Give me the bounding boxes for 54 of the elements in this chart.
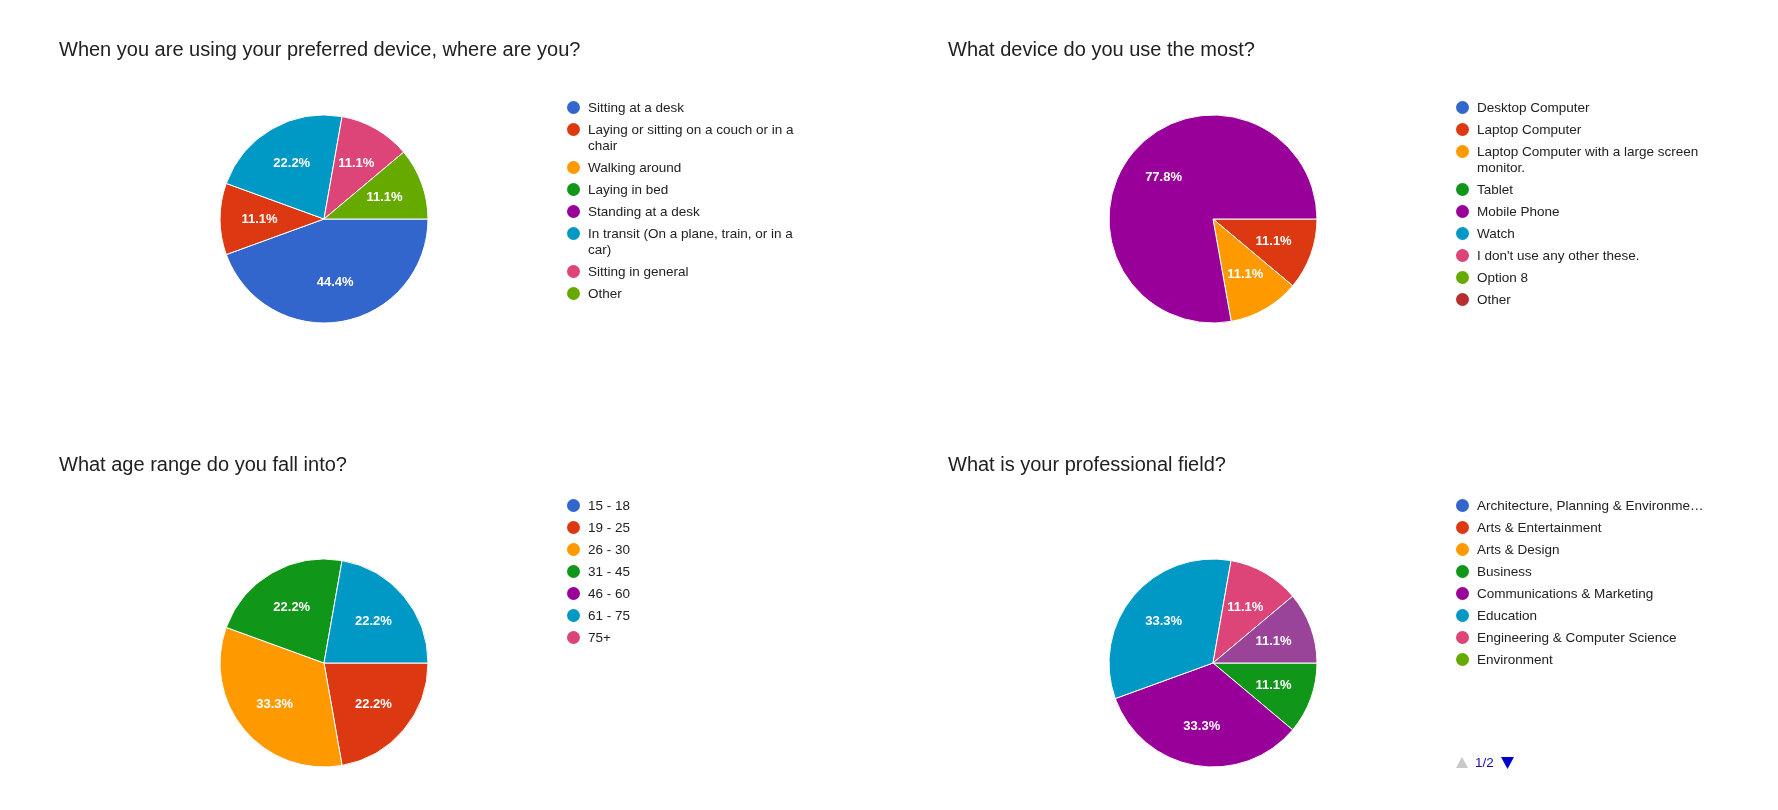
data-label: 33.3%: [1183, 718, 1221, 734]
chart-title: What is your professional field?: [948, 453, 1226, 476]
legend-label: 19 - 25: [588, 520, 631, 536]
legend-label: Sitting at a desk: [588, 100, 685, 116]
chart-title: When you are using your preferred device, where are you?: [59, 38, 581, 61]
legend-label: Laying in bed: [588, 182, 669, 198]
data-label: 22.2%: [273, 598, 311, 614]
legend-label: Other: [1477, 292, 1511, 308]
legend-label: Education: [1477, 608, 1538, 624]
legend-label: Laptop Computer with a large screen monitor.: [1477, 144, 1700, 176]
data-label: 11.1%: [1255, 676, 1293, 692]
legend-label: Environment: [1477, 652, 1553, 668]
data-label: 11.1%: [366, 188, 404, 204]
data-label: 11.1%: [1227, 598, 1264, 614]
legend-label: Business: [1477, 564, 1532, 580]
data-label: 33.3%: [256, 696, 294, 712]
legend-label: 61 - 75: [588, 608, 631, 624]
legend-label: 15 - 18: [588, 498, 631, 514]
legend-label: Standing at a desk: [588, 204, 700, 220]
data-label: 11.1%: [1255, 232, 1293, 248]
legend-label: Sitting in general: [588, 264, 689, 280]
legend-label: Laptop Computer: [1477, 122, 1582, 138]
legend-label: Arts & Entertainment: [1477, 520, 1602, 536]
legend-label: Desktop Computer: [1477, 100, 1590, 116]
legend-label: 75+: [588, 630, 611, 646]
legend-label: Mobile Phone: [1477, 204, 1560, 220]
legend-label: Other: [588, 286, 622, 302]
chart-title: What device do you use the most?: [948, 38, 1255, 61]
data-label: 77.8%: [1145, 169, 1183, 185]
legend-label: 46 - 60: [588, 586, 631, 602]
legend-label: Arts & Design: [1477, 542, 1560, 558]
data-label: 22.2%: [273, 154, 311, 170]
data-label: 22.2%: [354, 613, 393, 629]
data-label: 11.1%: [338, 154, 375, 170]
legend-label: Engineering & Computer Science: [1477, 630, 1677, 646]
text: 1/2: [1475, 755, 1494, 770]
legend-label: Communications & Marketing: [1477, 586, 1654, 602]
data-label: 11.1%: [241, 210, 279, 226]
data-label: 44.4%: [316, 274, 355, 290]
legend-label: Architecture, Planning & Environme…: [1477, 498, 1704, 514]
legend-label: Walking around: [588, 160, 682, 176]
legend-label: 26 - 30: [588, 542, 631, 558]
data-label: 11.1%: [1227, 266, 1264, 282]
chart-title: What age range do you fall into?: [59, 453, 347, 476]
data-label: 22.2%: [354, 696, 393, 712]
legend-label: 31 - 45: [588, 564, 631, 580]
data-label: 11.1%: [1255, 632, 1293, 648]
legend-label: Option 8: [1477, 270, 1529, 286]
legend-label: In transit (On a plane, train, or in a car): [588, 226, 794, 258]
legend-label: Tablet: [1477, 182, 1514, 198]
legend-label: Watch: [1477, 226, 1515, 242]
legend-label: I don't use any other these.: [1477, 248, 1640, 264]
legend-label: Laying or sitting on a couch or in a chair: [588, 122, 795, 154]
data-label: 33.3%: [1145, 613, 1183, 629]
